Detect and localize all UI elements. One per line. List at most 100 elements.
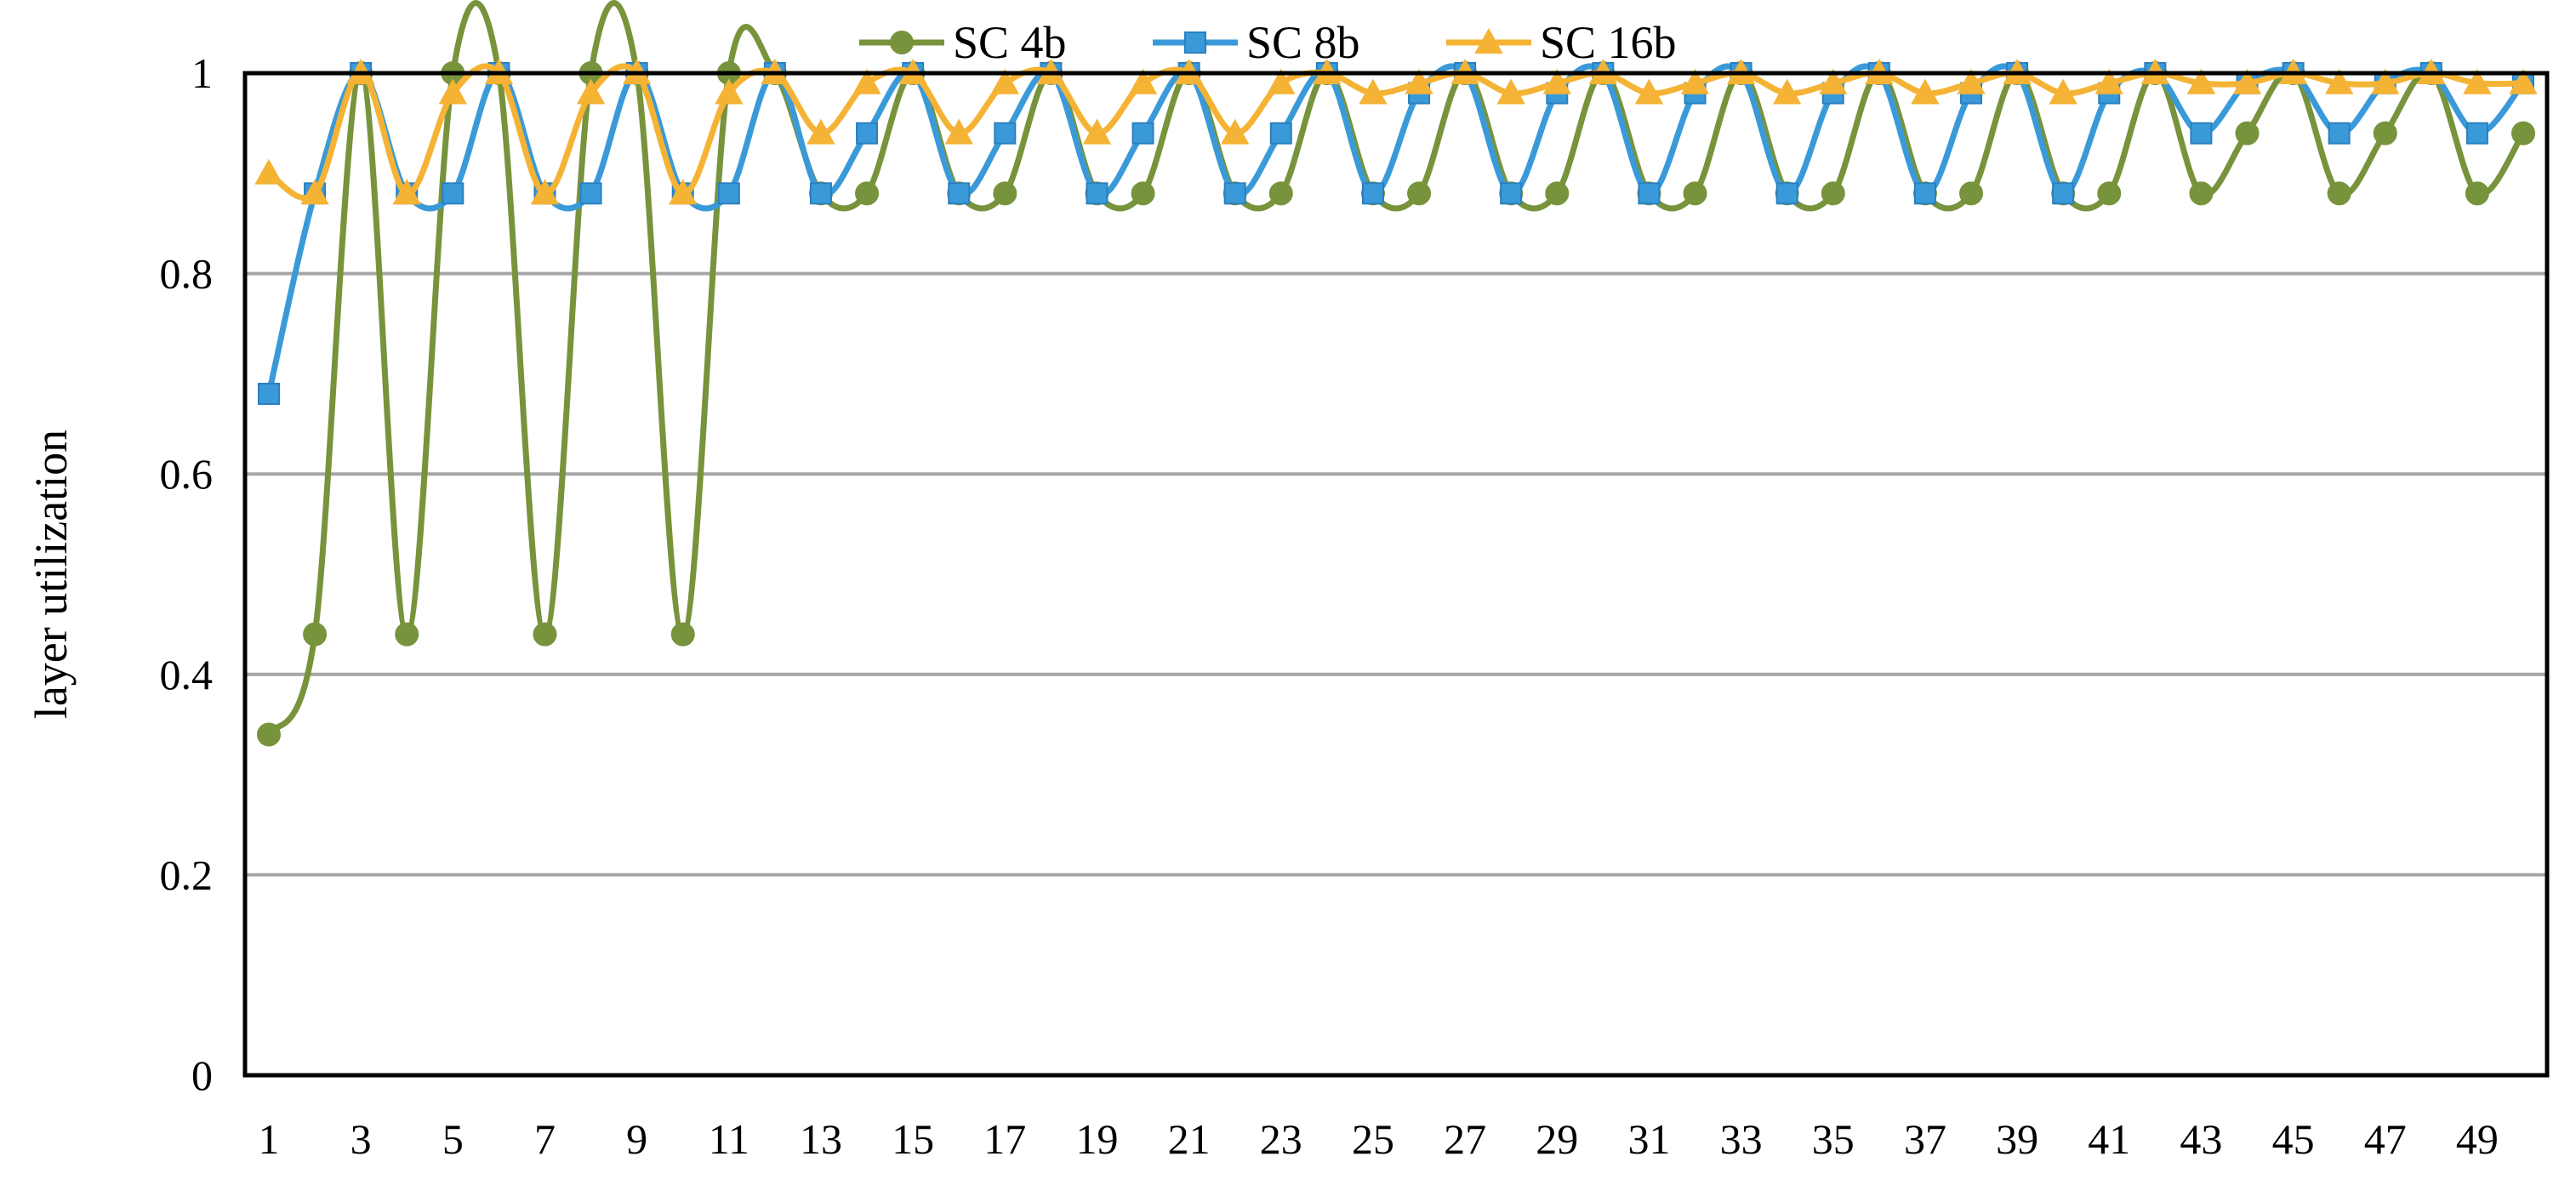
x-tick-label: 45: [2272, 1115, 2315, 1163]
x-tick-label: 49: [2456, 1115, 2499, 1163]
legend-item: SC 4b: [859, 17, 1067, 68]
legend-label: SC 4b: [953, 17, 1067, 68]
x-tick-label: 29: [1536, 1115, 1578, 1163]
x-tick-label: 23: [1260, 1115, 1302, 1163]
data-point: [852, 68, 881, 94]
x-tick-label: 25: [1352, 1115, 1394, 1163]
data-point: [2052, 182, 2075, 205]
legend: SC 4b SC 8b SC 16b: [859, 17, 1677, 68]
data-point: [2328, 122, 2351, 145]
data-point: [1268, 181, 1293, 206]
data-point: [1775, 182, 1798, 205]
data-point: [1086, 182, 1108, 205]
data-point: [855, 181, 880, 206]
data-point: [1131, 122, 1154, 145]
x-tick-label: 3: [350, 1115, 372, 1163]
data-point: [944, 118, 973, 145]
data-point: [1405, 68, 1433, 94]
data-point: [1496, 78, 1525, 105]
data-point: [2465, 122, 2488, 145]
x-tick-label: 47: [2364, 1115, 2407, 1163]
data-point: [1819, 68, 1848, 94]
x-tick-label: 13: [800, 1115, 842, 1163]
data-point: [1545, 181, 1570, 206]
data-point: [442, 182, 464, 205]
x-tick-labels: 1 3 5 7 9 11 13 15 17 19 21 23 25 27 29 31 33 35 37 39 41 43 4…: [259, 1115, 2499, 1163]
x-tick-label: 5: [442, 1115, 464, 1163]
data-point: [258, 382, 280, 405]
y-tick-label: 1: [191, 49, 213, 97]
data-point: [1407, 181, 1432, 206]
data-point: [1957, 68, 1986, 94]
data-point: [2327, 181, 2351, 206]
legend-marker: [1184, 31, 1206, 54]
x-tick-label: 7: [534, 1115, 556, 1163]
data-point: [533, 622, 557, 647]
x-tick-label: 11: [709, 1115, 749, 1163]
data-point: [1821, 181, 1845, 206]
data-point: [392, 179, 421, 205]
data-point: [1772, 78, 1802, 105]
data-point: [395, 622, 419, 647]
data-point: [1221, 118, 1250, 145]
data-point: [2463, 68, 2492, 94]
x-tick-label: 17: [983, 1115, 1026, 1163]
y-tick-label: 0: [191, 1051, 213, 1099]
x-tick-label: 43: [2180, 1115, 2222, 1163]
x-tick-label: 19: [1075, 1115, 1118, 1163]
data-point: [300, 179, 329, 205]
data-point: [669, 179, 698, 205]
x-tick-label: 15: [892, 1115, 934, 1163]
data-point: [2324, 68, 2354, 94]
data-point: [2049, 78, 2077, 105]
x-tick-label: 1: [259, 1115, 280, 1163]
y-tick-labels: 0 0.2 0.4 0.6 0.8 1: [160, 49, 214, 1099]
data-point: [994, 122, 1017, 145]
x-tick-label: 39: [1996, 1115, 2038, 1163]
data-point: [1269, 122, 1292, 145]
data-point: [1680, 68, 1710, 94]
data-point: [1082, 118, 1112, 145]
x-tick-label: 35: [1812, 1115, 1855, 1163]
data-point: [2097, 181, 2122, 206]
legend-label: SC 16b: [1540, 17, 1677, 68]
data-point: [2190, 122, 2213, 145]
legend-item: SC 16b: [1446, 17, 1677, 68]
x-tick-label: 41: [2088, 1115, 2130, 1163]
data-point: [1223, 182, 1246, 205]
legend-item: SC 8b: [1153, 17, 1360, 68]
series-group: [254, 0, 2538, 747]
data-point: [990, 68, 1020, 94]
plot-area-frame: [242, 71, 2550, 1078]
data-point: [670, 622, 695, 647]
y-tick-label: 0.4: [160, 651, 214, 698]
legend-marker: [1474, 27, 1503, 54]
data-point: [2373, 121, 2397, 145]
data-point: [948, 182, 971, 205]
y-tick-label: 0.6: [160, 450, 214, 498]
data-point: [2371, 68, 2400, 94]
x-tick-label: 21: [1168, 1115, 1211, 1163]
data-point: [1500, 182, 1523, 205]
legend-marker: [890, 31, 914, 54]
data-point: [1638, 182, 1661, 205]
data-point: [1542, 68, 1571, 94]
data-point: [717, 182, 740, 205]
legend-label: SC 8b: [1246, 17, 1360, 68]
data-point: [1634, 78, 1664, 105]
series-line: [265, 63, 2527, 397]
y-tick-label: 0.2: [160, 851, 214, 898]
data-point: [993, 181, 1017, 206]
data-point: [1128, 68, 1158, 94]
y-tick-label: 0.8: [160, 250, 214, 298]
data-point: [2232, 68, 2262, 94]
data-point: [254, 158, 283, 185]
data-point: [1361, 182, 1384, 205]
x-tick-label: 33: [1720, 1115, 1763, 1163]
data-point: [303, 622, 328, 647]
data-point: [2186, 68, 2216, 94]
data-point: [1959, 181, 1984, 206]
y-axis-title: layer utilization: [26, 430, 77, 719]
